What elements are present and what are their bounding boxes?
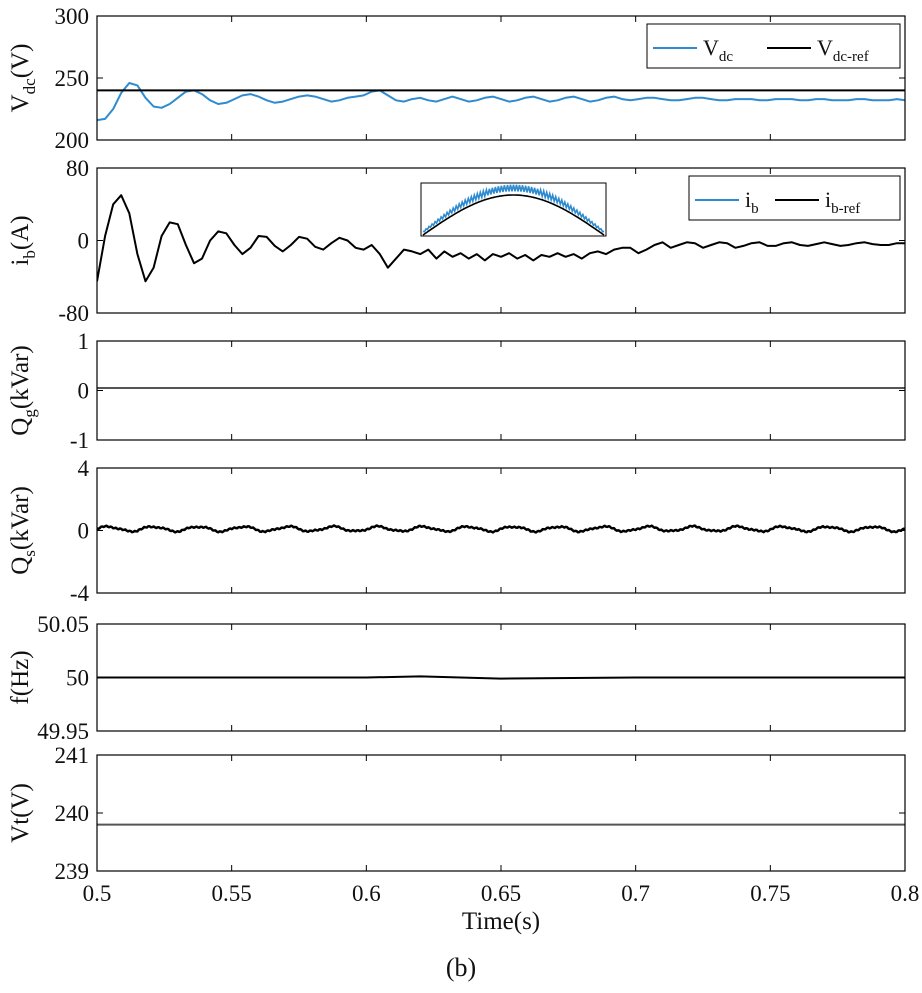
y-tick-label: -80: [58, 301, 89, 326]
x-tick-label: 0.55: [212, 881, 252, 906]
legend-entry: ib-ref: [825, 187, 860, 217]
inset-reference-line: [422, 194, 605, 236]
y-tick-label: 49.95: [37, 719, 89, 744]
y-axis-label: Qs(kVar): [7, 486, 39, 575]
inset-measured-line: [422, 184, 605, 233]
y-tick-label: 4: [78, 456, 90, 481]
y-tick-label: 50.05: [37, 612, 89, 637]
y-tick-label: 250: [55, 66, 90, 91]
y-axis-label: ib(A): [7, 215, 39, 265]
legend: ib ib-ref: [688, 175, 901, 221]
subplot-4: -4 0 4 Qs(kVar): [7, 456, 906, 606]
y-tick-label: 241: [55, 743, 90, 768]
plot-frame: [96, 467, 906, 594]
x-tick-label: 0.65: [481, 881, 521, 906]
legend-entry: Vdc: [703, 35, 733, 65]
plot-frame: [96, 340, 906, 441]
plot-frame: [96, 167, 906, 314]
y-tick-label: 0: [78, 519, 90, 544]
subplot-6: 239 240 241 Vt(V) 0.5 0.55 0.6 0.65 0.7 0.75 0.8 Ti…: [7, 743, 919, 935]
plot-frame: [96, 15, 906, 141]
series-line-1: [97, 524, 905, 534]
y-tick-label: 300: [55, 4, 90, 29]
y-axis-label: Vt(V): [7, 783, 34, 843]
x-tick-label: 0.7: [621, 881, 650, 906]
series-line-1: [97, 194, 905, 283]
legend-entry: Vdc-ref: [817, 35, 869, 65]
x-tick-label: 0.75: [750, 881, 790, 906]
legend: Vdc Vdc-ref: [646, 23, 901, 69]
y-tick-label: 200: [55, 128, 90, 153]
y-axis-label: f(Hz): [7, 650, 34, 704]
subplot-1: 200 250 300 Vdc(V) Vdc Vdc-ref: [7, 4, 906, 153]
y-tick-label: 0: [78, 229, 90, 254]
subplot-5: 49.95 50 50.05f(Hz): [7, 612, 906, 744]
y-tick-label: 239: [55, 859, 90, 884]
figure-caption: (b): [446, 953, 476, 982]
x-tick-label: 0.8: [891, 881, 920, 906]
x-tick-label: 0.6: [352, 881, 381, 906]
y-tick-label: 50: [66, 666, 89, 691]
y-tick-label: 0: [78, 379, 90, 404]
series-line-1: [97, 82, 905, 122]
x-axis-label: Time(s): [462, 908, 540, 935]
y-tick-label: -4: [70, 581, 90, 606]
legend-entry: ib: [745, 187, 759, 217]
y-tick-label: 80: [66, 156, 89, 181]
y-axis-label: Vdc(V): [7, 44, 39, 113]
x-tick-label: 0.5: [83, 881, 112, 906]
y-tick-label: -1: [70, 428, 89, 453]
series-line-1: [97, 675, 905, 680]
plot-frame: [96, 623, 906, 732]
y-tick-label: 1: [78, 329, 90, 354]
zoom-inset: [420, 182, 607, 237]
plot-frame: [96, 754, 906, 872]
y-tick-label: 240: [55, 801, 90, 826]
subplot-2: -80 0 80 ib(A) ib ib-ref: [7, 156, 906, 326]
subplot-3: -1 0 1 Qg(kVar): [7, 329, 906, 453]
y-axis-label: Qg(kVar): [7, 345, 39, 435]
